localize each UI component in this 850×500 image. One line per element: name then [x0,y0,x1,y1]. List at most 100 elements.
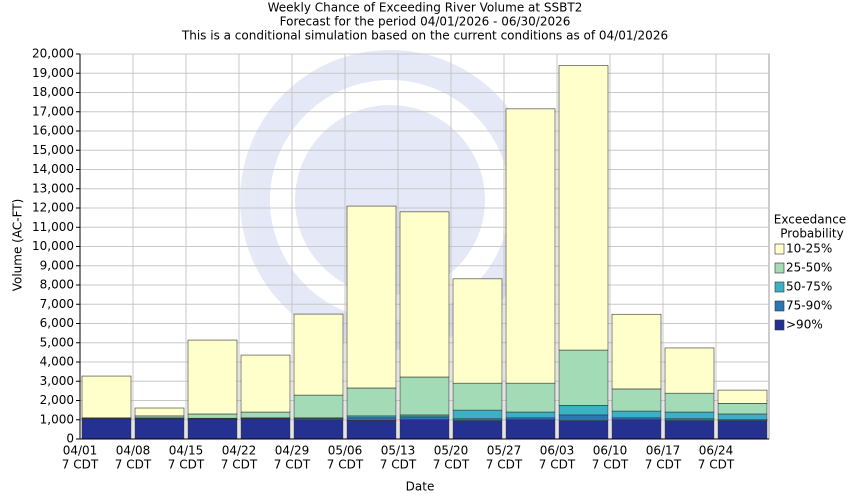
x-tick-sublabel: 7 CDT [486,458,523,472]
y-tick-label: 15,000 [32,143,74,157]
x-tick-label: 06/17 [646,444,681,458]
bar-segment [346,205,397,389]
bar-segment [611,388,662,412]
x-tick-sublabel: 7 CDT [274,458,311,472]
bar-segment [558,65,609,351]
bar-segment [134,407,185,417]
y-tick-label: 17,000 [32,104,74,118]
y-tick-label: 16,000 [32,124,74,138]
x-tick-label: 05/06 [328,444,363,458]
x-tick-label: 05/27 [487,444,522,458]
bar-segment [293,313,344,396]
bar-segment [399,419,450,440]
legend-label: 25-50% [786,261,832,275]
x-tick-sublabel: 7 CDT [168,458,205,472]
y-tick-label: 18,000 [32,85,74,99]
legend-swatch [774,300,785,312]
bar-segment [240,354,291,413]
x-tick-sublabel: 7 CDT [433,458,470,472]
legend-label: 10-25% [786,242,832,256]
y-tick-label: 0 [66,432,74,446]
bar-segment [664,420,715,440]
legend-label: 75-90% [786,299,832,313]
x-tick-sublabel: 7 CDT [380,458,417,472]
x-axis-label: Date [406,480,435,494]
bar-segment [293,394,344,419]
legend-label: 50-75% [786,280,832,294]
y-tick-label: 7,000 [40,297,74,311]
bar-segment [558,420,609,440]
bar-segment [611,313,662,390]
y-tick-label: 19,000 [32,66,74,80]
bar-segment [664,392,715,413]
legend-title: Probability [780,227,843,241]
legend-swatch [774,262,785,274]
y-axis-label: Volume (AC-FT) [11,199,25,292]
x-tick-label: 05/13 [381,444,416,458]
bar-segment [717,413,768,421]
chart-title: Weekly Chance of Exceeding River Volume … [268,1,583,15]
x-tick-label: 04/01 [63,444,98,458]
bar-segment [399,416,450,421]
y-tick-label: 5,000 [40,335,74,349]
bar-segment [346,387,397,417]
x-tick-label: 06/10 [593,444,628,458]
legend-swatch [774,319,785,331]
chart-subtitle: Forecast for the period 04/01/2026 - 06/… [280,15,571,29]
bar-segment [452,409,503,420]
bar-segment [558,349,609,406]
bar-segment [187,413,238,419]
x-tick-sublabel: 7 CDT [592,458,629,472]
bar-segment [611,410,662,419]
x-tick-sublabel: 7 CDT [539,458,576,472]
y-tick-label: 8,000 [40,278,74,292]
bar-segment [452,278,503,384]
bar-segment [664,347,715,394]
bar-segment [717,389,768,404]
y-tick-label: 4,000 [40,355,74,369]
bar-segment [717,420,768,440]
x-tick-sublabel: 7 CDT [698,458,735,472]
bar-segment [134,418,185,440]
bar-segment [505,382,556,413]
legend-swatch [774,243,785,255]
x-tick-label: 06/03 [540,444,575,458]
y-tick-label: 10,000 [32,239,74,253]
bar-segment [399,211,450,378]
chart-subtitle: This is a conditional simulation based o… [181,29,668,43]
x-tick-label: 06/24 [699,444,734,458]
y-tick-label: 9,000 [40,258,74,272]
x-tick-label: 05/20 [434,444,469,458]
bar-segment [505,108,556,384]
bar-segment [611,419,662,440]
bar-segment [346,417,397,421]
y-tick-label: 12,000 [32,201,74,215]
y-tick-label: 6,000 [40,316,74,330]
x-tick-label: 04/15 [169,444,204,458]
bar-segment [240,418,291,440]
bar-segment [187,419,238,440]
y-tick-label: 1,000 [40,412,74,426]
x-tick-label: 04/22 [222,444,257,458]
x-tick-sublabel: 7 CDT [115,458,152,472]
bar-segment [452,420,503,440]
bar-segment [81,418,132,440]
x-tick-sublabel: 7 CDT [327,458,364,472]
x-tick-label: 04/29 [275,444,310,458]
y-tick-label: 11,000 [32,220,74,234]
bar-segment [240,411,291,419]
bar-segment [717,403,768,415]
y-tick-label: 13,000 [32,181,74,195]
bar-segment [664,411,715,420]
bar-segment [505,411,556,419]
x-tick-sublabel: 7 CDT [62,458,99,472]
bar-segment [346,420,397,440]
y-tick-label: 20,000 [32,47,74,61]
legend-swatch [774,281,785,293]
legend-label: >90% [786,318,823,332]
x-tick-sublabel: 7 CDT [645,458,682,472]
y-tick-label: 14,000 [32,162,74,176]
bar-segment [293,419,344,440]
bar-segment [187,339,238,415]
